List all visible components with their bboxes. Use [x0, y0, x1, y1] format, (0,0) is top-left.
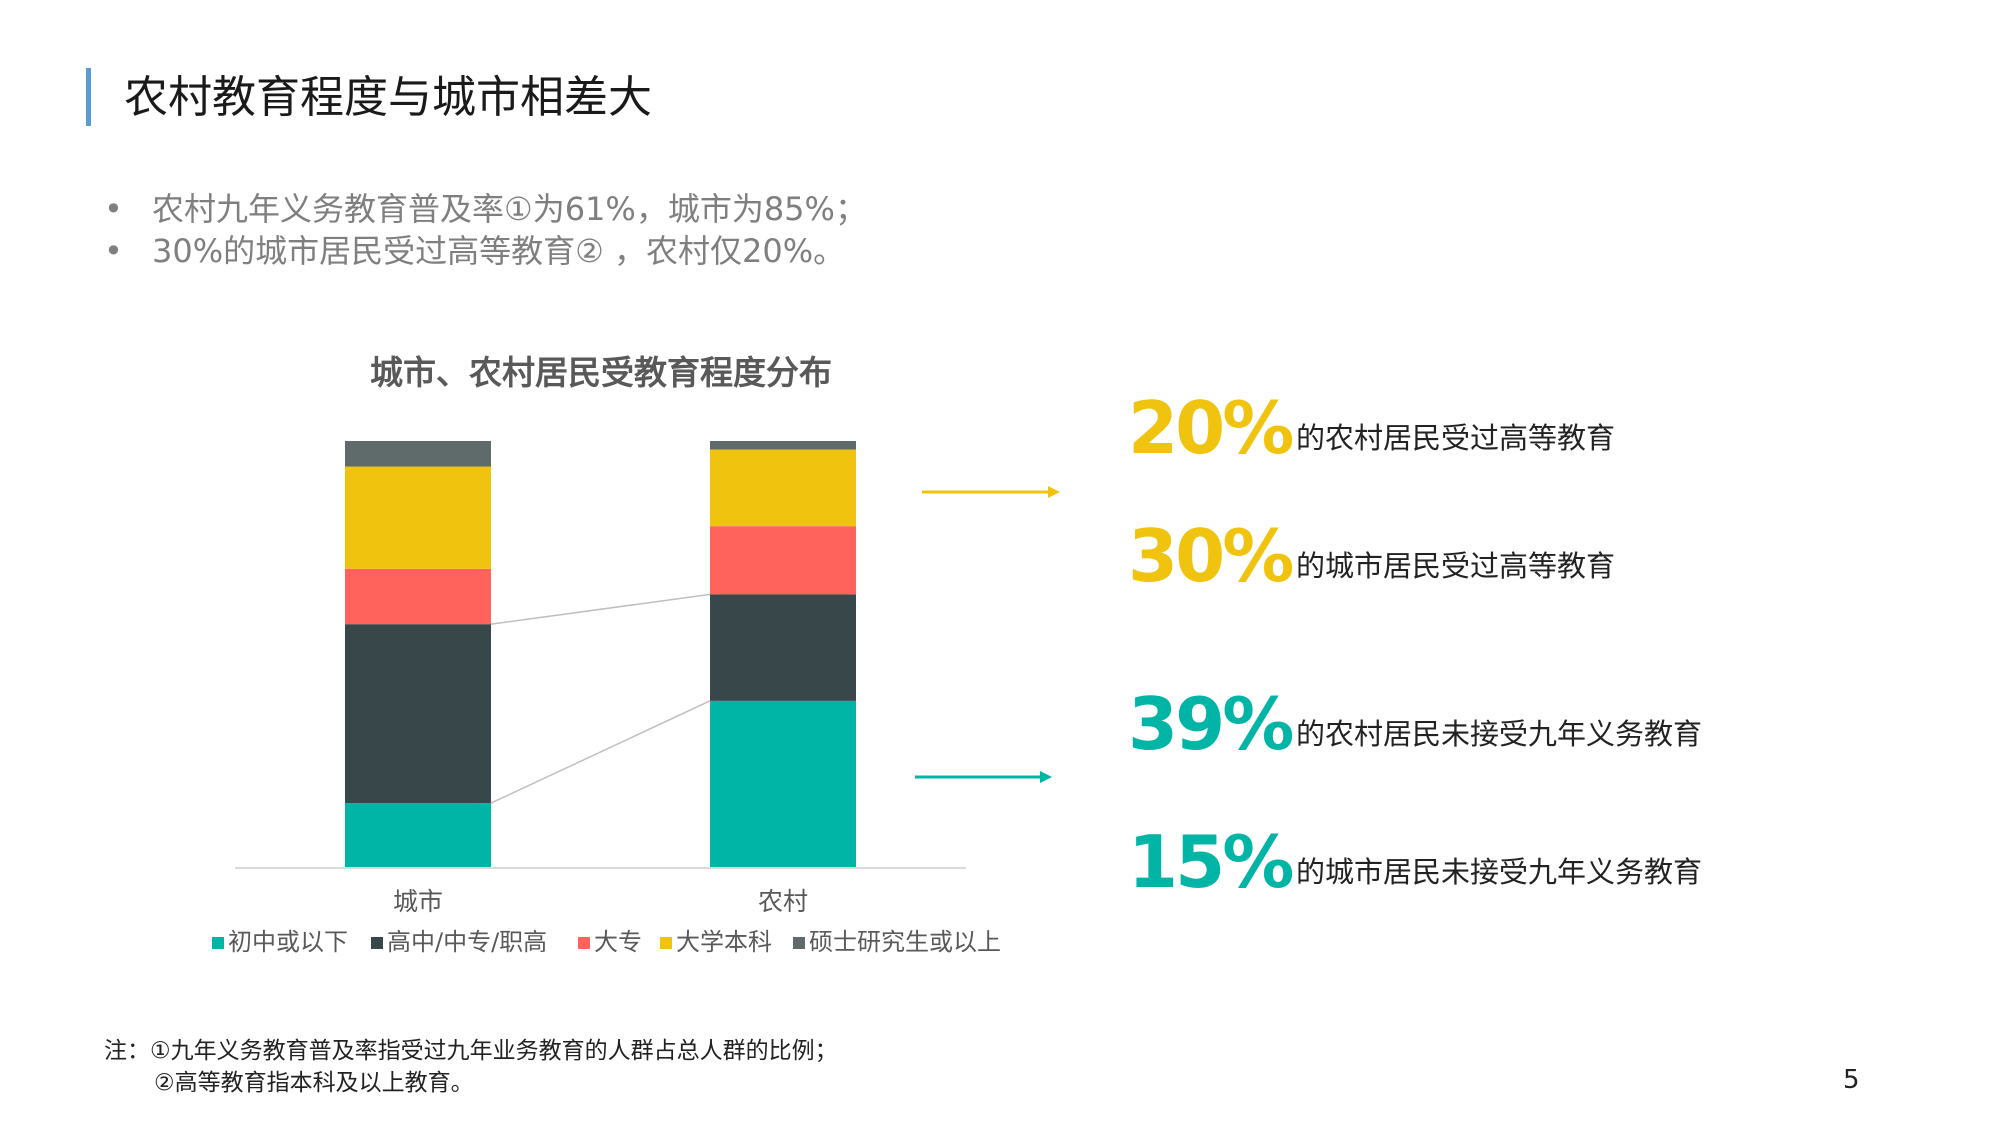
bar-segment: [345, 624, 491, 804]
bar-segment: [345, 803, 491, 867]
arrow-compulsory-education-icon-head: [1040, 771, 1052, 783]
bullet-dot-icon: •: [104, 232, 123, 270]
stat-text-urban-compulsory: 的城市居民未接受九年义务教育: [1296, 855, 1703, 889]
legend-label: 初中或以下: [228, 928, 348, 956]
arrow-higher-education-icon-head: [1048, 486, 1060, 498]
chart-title: 城市、农村居民受教育程度分布: [370, 353, 832, 392]
legend-swatch: [660, 937, 672, 949]
bar-segment: [710, 594, 856, 701]
stat-text-rural-compulsory: 的农村居民未接受九年义务教育: [1296, 717, 1703, 751]
bullet-text: 30%的城市居民受过高等教育② ，农村仅20%。: [152, 232, 846, 270]
stat-value-urban-higher: 30%: [1128, 514, 1294, 598]
footnote-line: 注：①九年义务教育普及率指受过九年业务教育的人群占总人群的比例；: [104, 1038, 838, 1064]
bar-segment: [710, 441, 856, 450]
bar-segment: [710, 449, 856, 527]
bullet-list: • 农村九年义务教育普及率①为61%，城市为85%； • 30%的城市居民受过高…: [104, 188, 867, 272]
page-number: 5: [1843, 1065, 1860, 1095]
legend-label: 大学本科: [676, 928, 772, 956]
title-accent-bar: [86, 68, 91, 126]
legend-swatch: [793, 937, 805, 949]
footnote: 注：①九年义务教育普及率指受过九年业务教育的人群占总人群的比例； ②高等教育指本…: [104, 1035, 838, 1099]
bar-segment: [345, 466, 491, 569]
legend-label: 硕士研究生或以上: [809, 928, 1001, 956]
bar-segment: [345, 441, 491, 467]
legend-label: 大专: [594, 928, 642, 956]
series-connector-line: [490, 700, 711, 804]
legend-swatch: [371, 937, 383, 949]
bar-segment: [710, 700, 856, 867]
bullet-item: • 农村九年义务教育普及率①为61%，城市为85%；: [104, 188, 867, 230]
stat-text-rural-higher: 的农村居民受过高等教育: [1296, 421, 1616, 455]
stat-value-rural-compulsory: 39%: [1128, 682, 1294, 766]
slide-title: 农村教育程度与城市相差大: [124, 72, 652, 123]
bar-segment: [345, 568, 491, 625]
bullet-item: • 30%的城市居民受过高等教育② ，农村仅20%。: [104, 230, 867, 272]
footnote-line: ②高等教育指本科及以上教育。: [154, 1070, 474, 1096]
x-tick-label: 农村: [758, 887, 808, 916]
bullet-text: 农村九年义务教育普及率①为61%，城市为85%；: [152, 190, 867, 228]
legend-swatch: [212, 937, 224, 949]
bar-segment: [710, 526, 856, 595]
series-connector-line: [490, 593, 711, 625]
stat-text-urban-higher: 的城市居民受过高等教育: [1296, 549, 1616, 583]
legend-swatch: [578, 937, 590, 949]
stat-value-urban-compulsory: 15%: [1128, 820, 1294, 904]
bullet-dot-icon: •: [104, 190, 123, 228]
stat-value-rural-higher: 20%: [1128, 386, 1294, 470]
x-tick-label: 城市: [393, 887, 443, 916]
legend-label: 高中/中专/职高: [387, 928, 547, 956]
